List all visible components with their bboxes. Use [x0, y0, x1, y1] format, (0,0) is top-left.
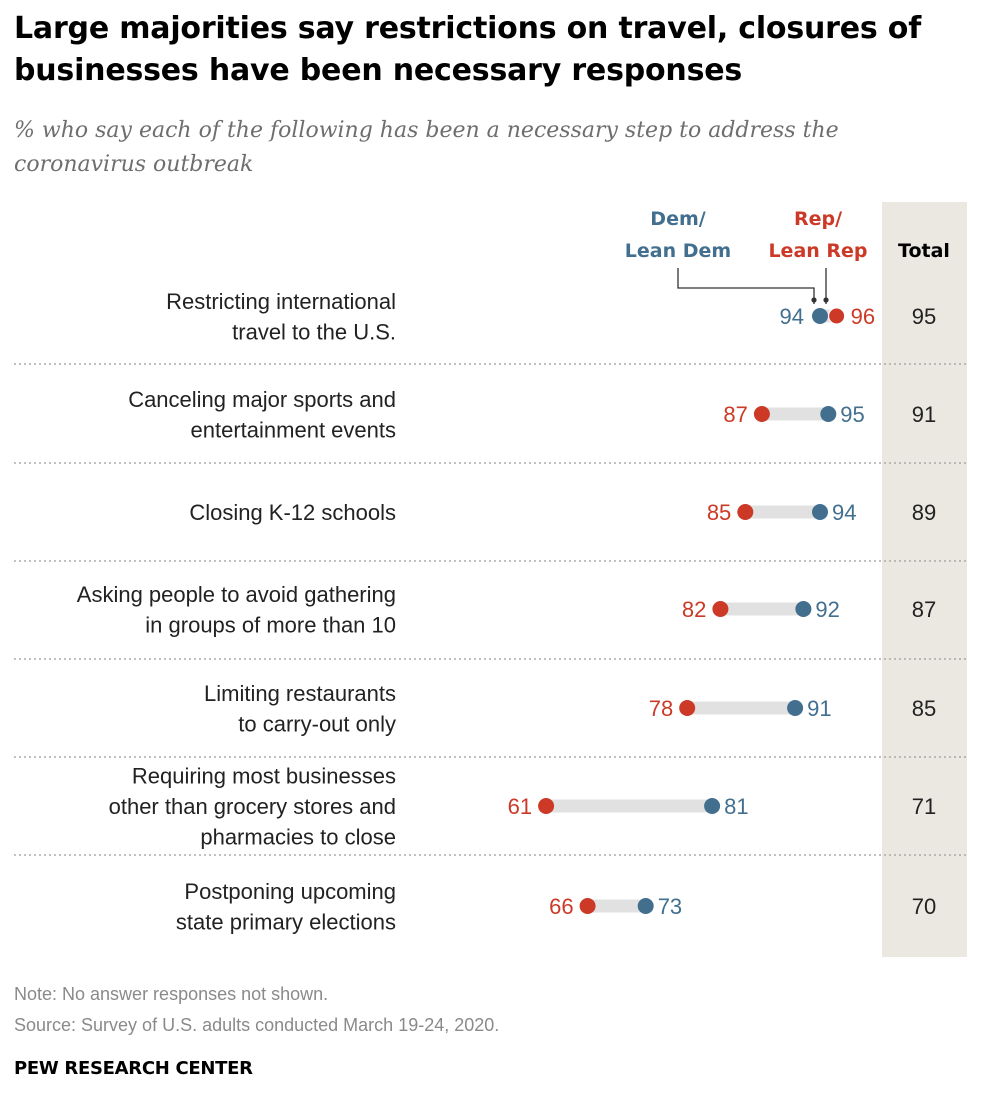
row-label: travel to the U.S. — [232, 319, 396, 344]
row-label: in groups of more than 10 — [145, 612, 396, 637]
row-label: Closing K-12 schools — [189, 500, 396, 525]
row-label: state primary elections — [176, 909, 396, 934]
rep-dot — [753, 406, 770, 422]
range-bar — [761, 407, 829, 421]
dem-dot — [787, 700, 804, 716]
range-bar — [720, 602, 804, 616]
range-bar — [587, 899, 646, 913]
row-label: Postponing upcoming — [184, 879, 396, 904]
rep-value-label: 85 — [707, 500, 731, 525]
dem-value-label: 95 — [840, 402, 864, 427]
dem-dot — [820, 406, 837, 422]
total-value: 87 — [912, 597, 936, 622]
total-column-bg — [882, 202, 967, 957]
rep-dot — [737, 504, 754, 520]
chart-subtitle: % who say each of the following has been… — [14, 118, 839, 177]
dem-value-label: 92 — [815, 597, 839, 622]
row-label: Restricting international — [166, 289, 396, 314]
dem-dot — [704, 798, 721, 814]
dem-dot — [795, 601, 812, 617]
range-bar — [745, 505, 820, 519]
row-label: Canceling major sports and — [128, 387, 396, 412]
chart-note: Note: No answer responses not shown. — [14, 984, 329, 1004]
rep-dot — [579, 898, 596, 914]
total-value: 85 — [912, 696, 936, 721]
dem-dot — [812, 504, 828, 520]
rep-dot — [538, 798, 555, 814]
total-value: 91 — [912, 402, 936, 427]
row-label: pharmacies to close — [200, 825, 396, 850]
row-label: to carry-out only — [238, 711, 396, 736]
row-label: entertainment events — [191, 417, 396, 442]
chart-source: Source: Survey of U.S. adults conducted … — [14, 1015, 500, 1035]
row-label: Requiring most businesses — [132, 764, 396, 789]
organization-logo: PEW RESEARCH CENTER — [14, 1058, 253, 1079]
legend-dem-leader — [677, 268, 815, 304]
rep-dot — [828, 307, 846, 325]
total-value: 71 — [912, 794, 936, 819]
range-bar — [687, 701, 796, 715]
rep-value-label: 61 — [508, 794, 532, 819]
total-header: Total — [898, 240, 950, 262]
rep-value-label: 96 — [851, 304, 875, 329]
dem-value-label: 94 — [832, 500, 856, 525]
rep-dot — [712, 601, 729, 617]
dem-dot — [637, 898, 654, 914]
rep-value-label: 87 — [723, 402, 747, 427]
legend-rep-line2: Lean Rep — [768, 240, 867, 262]
legend-rep-line1: Rep/ — [794, 208, 842, 230]
dem-dot — [812, 308, 828, 324]
rep-value-label: 82 — [682, 597, 706, 622]
total-value: 95 — [912, 304, 936, 329]
dem-value-label: 81 — [724, 794, 748, 819]
row-label: Asking people to avoid gathering — [77, 582, 396, 607]
total-value: 70 — [912, 894, 936, 919]
legend-rep-leader-dot — [823, 297, 829, 303]
total-value: 89 — [912, 500, 936, 525]
range-bar — [546, 799, 713, 813]
legend-dem-leader-dot — [811, 297, 817, 303]
row-label: other than grocery stores and — [109, 794, 396, 819]
dem-value-label: 73 — [658, 894, 682, 919]
dem-value-label: 91 — [807, 696, 831, 721]
dot-plot: Total Dem/Lean Dem Rep/Lean Rep Restricting… — [14, 202, 967, 957]
dem-value-label: 94 — [780, 304, 804, 329]
legend-dem-line2: Lean Dem — [625, 240, 731, 262]
row-label: Limiting restaurants — [204, 681, 396, 706]
legend-dem-line1: Dem/ — [650, 208, 705, 230]
rep-dot — [679, 700, 696, 716]
rep-value-label: 66 — [549, 894, 573, 919]
rep-value-label: 78 — [649, 696, 673, 721]
chart-title: Large majorities say restrictions on tra… — [14, 11, 922, 88]
